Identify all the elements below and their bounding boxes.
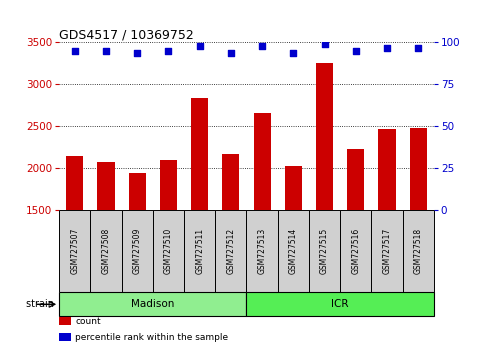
Point — [71, 48, 79, 54]
Text: GSM727515: GSM727515 — [320, 228, 329, 274]
Bar — [59, 210, 90, 292]
Bar — [403, 210, 434, 292]
Text: percentile rank within the sample: percentile rank within the sample — [75, 332, 229, 342]
Point — [289, 50, 297, 55]
Text: GSM727518: GSM727518 — [414, 228, 423, 274]
Point — [196, 43, 204, 48]
Point — [102, 48, 110, 54]
Bar — [253, 113, 271, 210]
Text: GSM727512: GSM727512 — [226, 228, 235, 274]
Text: strain: strain — [27, 299, 58, 309]
Text: GSM727516: GSM727516 — [352, 228, 360, 274]
Bar — [316, 63, 333, 210]
Bar — [340, 210, 371, 292]
Text: GSM727508: GSM727508 — [102, 228, 110, 274]
Text: GSM727510: GSM727510 — [164, 228, 173, 274]
Bar — [153, 210, 184, 292]
Point — [133, 50, 141, 55]
Point — [165, 48, 173, 54]
Bar — [246, 210, 278, 292]
Bar — [66, 155, 83, 210]
Text: GSM727511: GSM727511 — [195, 228, 204, 274]
Text: Madison: Madison — [131, 299, 175, 309]
Text: count: count — [75, 316, 101, 326]
Text: GSM727513: GSM727513 — [258, 228, 267, 274]
Point — [383, 45, 391, 50]
Point — [352, 48, 360, 54]
Bar — [215, 210, 246, 292]
Bar — [98, 162, 114, 210]
Bar — [90, 210, 122, 292]
Text: ICR: ICR — [331, 299, 349, 309]
Bar — [160, 160, 177, 210]
Bar — [246, 292, 434, 316]
Bar — [191, 98, 208, 210]
Bar — [222, 154, 240, 210]
Bar — [347, 149, 364, 210]
Bar — [184, 210, 215, 292]
Text: GSM727517: GSM727517 — [383, 228, 391, 274]
Bar — [371, 210, 403, 292]
Bar — [129, 173, 146, 210]
Text: GSM727507: GSM727507 — [70, 228, 79, 274]
Point — [227, 50, 235, 55]
Text: GSM727514: GSM727514 — [289, 228, 298, 274]
Bar — [59, 292, 246, 316]
Point — [320, 41, 328, 47]
Point — [258, 43, 266, 48]
Bar — [379, 129, 395, 210]
Bar — [309, 210, 340, 292]
Bar — [278, 210, 309, 292]
Text: GDS4517 / 10369752: GDS4517 / 10369752 — [59, 28, 194, 41]
Bar — [285, 166, 302, 210]
Bar — [122, 210, 153, 292]
Bar — [410, 128, 427, 210]
Text: GSM727509: GSM727509 — [133, 228, 141, 274]
Point — [414, 45, 422, 50]
